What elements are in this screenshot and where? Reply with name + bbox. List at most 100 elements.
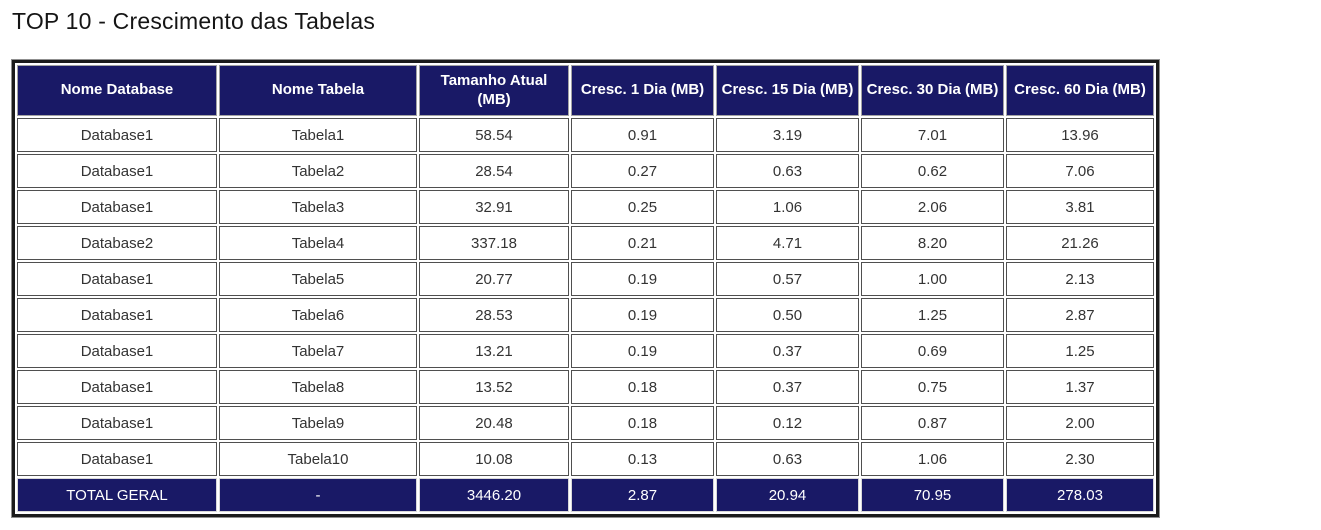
cell-nome-database: Database2 — [17, 226, 217, 260]
cell-cresc-60-dia: 1.25 — [1006, 334, 1154, 368]
cell-cresc-1-dia: 0.18 — [571, 370, 714, 404]
cell-cresc-1-dia: 0.21 — [571, 226, 714, 260]
cell-cresc-15-dia: 0.63 — [716, 442, 859, 476]
cell-cresc-60-dia: 1.37 — [1006, 370, 1154, 404]
cell-nome-tabela: Tabela4 — [219, 226, 417, 260]
total-cresc-30-dia: 70.95 — [861, 478, 1004, 512]
cell-cresc-30-dia: 0.62 — [861, 154, 1004, 188]
cell-cresc-15-dia: 0.57 — [716, 262, 859, 296]
cell-nome-database: Database1 — [17, 118, 217, 152]
cell-nome-database: Database1 — [17, 370, 217, 404]
cell-cresc-15-dia: 0.12 — [716, 406, 859, 440]
cell-cresc-30-dia: 1.25 — [861, 298, 1004, 332]
report-page: TOP 10 - Crescimento das Tabelas Nome Da… — [11, 8, 1160, 518]
cell-cresc-60-dia: 2.00 — [1006, 406, 1154, 440]
column-header-tamanho-atual: Tamanho Atual (MB) — [419, 65, 569, 116]
cell-tamanho-atual: 13.21 — [419, 334, 569, 368]
cell-cresc-30-dia: 0.87 — [861, 406, 1004, 440]
table-header: Nome Database Nome Tabela Tamanho Atual … — [17, 65, 1154, 116]
header-row: Nome Database Nome Tabela Tamanho Atual … — [17, 65, 1154, 116]
cell-cresc-30-dia: 8.20 — [861, 226, 1004, 260]
table-row: Database1 Tabela2 28.54 0.27 0.63 0.62 7… — [17, 154, 1154, 188]
cell-cresc-1-dia: 0.19 — [571, 262, 714, 296]
table-row: Database1 Tabela3 32.91 0.25 1.06 2.06 3… — [17, 190, 1154, 224]
cell-cresc-60-dia: 3.81 — [1006, 190, 1154, 224]
cell-cresc-15-dia: 1.06 — [716, 190, 859, 224]
cell-tamanho-atual: 13.52 — [419, 370, 569, 404]
table-row: Database1 Tabela1 58.54 0.91 3.19 7.01 1… — [17, 118, 1154, 152]
cell-tamanho-atual: 20.48 — [419, 406, 569, 440]
cell-cresc-1-dia: 0.13 — [571, 442, 714, 476]
cell-cresc-60-dia: 7.06 — [1006, 154, 1154, 188]
cell-cresc-15-dia: 0.63 — [716, 154, 859, 188]
column-header-nome-tabela: Nome Tabela — [219, 65, 417, 116]
cell-cresc-30-dia: 0.75 — [861, 370, 1004, 404]
cell-cresc-15-dia: 0.37 — [716, 370, 859, 404]
cell-cresc-30-dia: 0.69 — [861, 334, 1004, 368]
table-row: Database1 Tabela7 13.21 0.19 0.37 0.69 1… — [17, 334, 1154, 368]
cell-cresc-1-dia: 0.19 — [571, 334, 714, 368]
cell-nome-tabela: Tabela8 — [219, 370, 417, 404]
cell-tamanho-atual: 28.54 — [419, 154, 569, 188]
cell-cresc-60-dia: 21.26 — [1006, 226, 1154, 260]
table-row: Database1 Tabela10 10.08 0.13 0.63 1.06 … — [17, 442, 1154, 476]
total-label: TOTAL GERAL — [17, 478, 217, 512]
table-row: Database2 Tabela4 337.18 0.21 4.71 8.20 … — [17, 226, 1154, 260]
column-header-nome-database: Nome Database — [17, 65, 217, 116]
column-header-cresc-15-dia: Cresc. 15 Dia (MB) — [716, 65, 859, 116]
total-row: TOTAL GERAL - 3446.20 2.87 20.94 70.95 2… — [17, 478, 1154, 512]
cell-cresc-60-dia: 13.96 — [1006, 118, 1154, 152]
cell-cresc-15-dia: 4.71 — [716, 226, 859, 260]
cell-tamanho-atual: 28.53 — [419, 298, 569, 332]
total-cresc-60-dia: 278.03 — [1006, 478, 1154, 512]
cell-cresc-15-dia: 3.19 — [716, 118, 859, 152]
cell-cresc-1-dia: 0.91 — [571, 118, 714, 152]
column-header-cresc-60-dia: Cresc. 60 Dia (MB) — [1006, 65, 1154, 116]
total-cresc-15-dia: 20.94 — [716, 478, 859, 512]
cell-tamanho-atual: 10.08 — [419, 442, 569, 476]
cell-nome-database: Database1 — [17, 298, 217, 332]
table-row: Database1 Tabela6 28.53 0.19 0.50 1.25 2… — [17, 298, 1154, 332]
cell-tamanho-atual: 337.18 — [419, 226, 569, 260]
total-nome-tabela: - — [219, 478, 417, 512]
column-header-cresc-1-dia: Cresc. 1 Dia (MB) — [571, 65, 714, 116]
cell-nome-database: Database1 — [17, 154, 217, 188]
cell-nome-tabela: Tabela6 — [219, 298, 417, 332]
cell-nome-database: Database1 — [17, 406, 217, 440]
table-growth-report: Nome Database Nome Tabela Tamanho Atual … — [11, 59, 1160, 518]
page-title: TOP 10 - Crescimento das Tabelas — [12, 8, 376, 34]
cell-nome-tabela: Tabela5 — [219, 262, 417, 296]
cell-nome-database: Database1 — [17, 262, 217, 296]
cell-cresc-30-dia: 2.06 — [861, 190, 1004, 224]
cell-nome-tabela: Tabela3 — [219, 190, 417, 224]
cell-nome-tabela: Tabela1 — [219, 118, 417, 152]
cell-tamanho-atual: 32.91 — [419, 190, 569, 224]
cell-cresc-60-dia: 2.87 — [1006, 298, 1154, 332]
cell-nome-tabela: Tabela9 — [219, 406, 417, 440]
cell-cresc-1-dia: 0.25 — [571, 190, 714, 224]
cell-nome-database: Database1 — [17, 442, 217, 476]
cell-nome-database: Database1 — [17, 334, 217, 368]
cell-nome-tabela: Tabela10 — [219, 442, 417, 476]
total-tamanho-atual: 3446.20 — [419, 478, 569, 512]
cell-cresc-1-dia: 0.19 — [571, 298, 714, 332]
cell-nome-tabela: Tabela2 — [219, 154, 417, 188]
cell-cresc-1-dia: 0.18 — [571, 406, 714, 440]
table-row: Database1 Tabela5 20.77 0.19 0.57 1.00 2… — [17, 262, 1154, 296]
table-row: Database1 Tabela9 20.48 0.18 0.12 0.87 2… — [17, 406, 1154, 440]
column-header-cresc-30-dia: Cresc. 30 Dia (MB) — [861, 65, 1004, 116]
cell-tamanho-atual: 20.77 — [419, 262, 569, 296]
cell-nome-tabela: Tabela7 — [219, 334, 417, 368]
cell-cresc-15-dia: 0.37 — [716, 334, 859, 368]
cell-tamanho-atual: 58.54 — [419, 118, 569, 152]
cell-cresc-60-dia: 2.13 — [1006, 262, 1154, 296]
table-body: Database1 Tabela1 58.54 0.91 3.19 7.01 1… — [17, 118, 1154, 512]
cell-cresc-30-dia: 7.01 — [861, 118, 1004, 152]
total-cresc-1-dia: 2.87 — [571, 478, 714, 512]
table-row: Database1 Tabela8 13.52 0.18 0.37 0.75 1… — [17, 370, 1154, 404]
cell-cresc-60-dia: 2.30 — [1006, 442, 1154, 476]
cell-nome-database: Database1 — [17, 190, 217, 224]
cell-cresc-15-dia: 0.50 — [716, 298, 859, 332]
cell-cresc-1-dia: 0.27 — [571, 154, 714, 188]
cell-cresc-30-dia: 1.00 — [861, 262, 1004, 296]
